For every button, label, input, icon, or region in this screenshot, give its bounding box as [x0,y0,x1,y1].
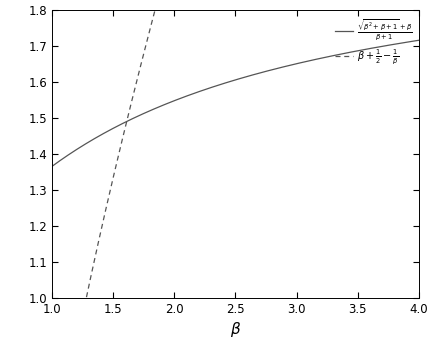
Legend: $\frac{\sqrt{\beta^2+\beta+1}+\beta}{\beta+1}$, $\beta+\frac{1}{2}-\frac{1}{\bet: $\frac{\sqrt{\beta^2+\beta+1}+\beta}{\be… [333,15,414,68]
X-axis label: $\beta$: $\beta$ [230,320,241,339]
